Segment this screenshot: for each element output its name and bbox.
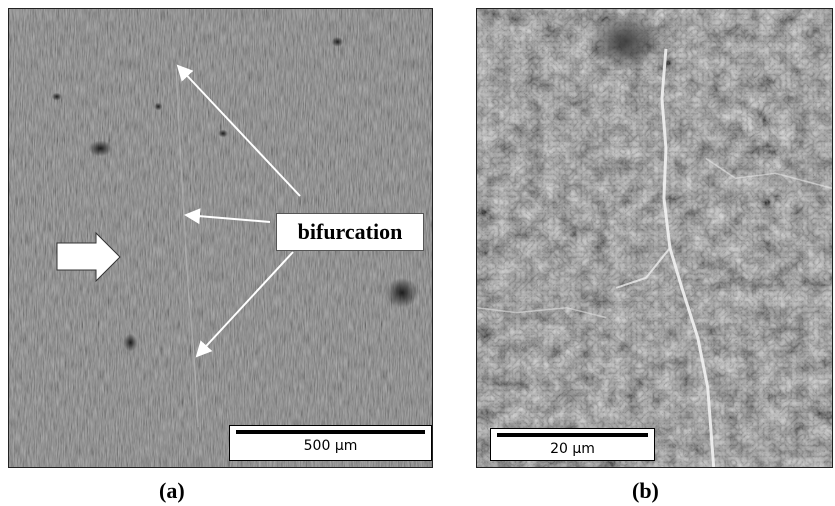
- sem-micrograph-b: 20 µm: [476, 8, 833, 468]
- sem-micrograph-a: bifurcation 500 µm: [8, 8, 433, 468]
- panel-label-a: (a): [159, 478, 185, 503]
- bifurcation-callout: bifurcation: [276, 213, 424, 251]
- scale-bar-label: 500 µm: [303, 438, 358, 454]
- scale-bar-a: 500 µm: [229, 425, 432, 461]
- scale-bar-label: 20 µm: [550, 441, 595, 457]
- panel-label-b: (b): [632, 478, 659, 503]
- scale-bar-line: [236, 430, 425, 434]
- scale-bar-line: [497, 433, 648, 437]
- micrograph-b-texture: [477, 9, 832, 467]
- scale-bar-b: 20 µm: [490, 428, 655, 461]
